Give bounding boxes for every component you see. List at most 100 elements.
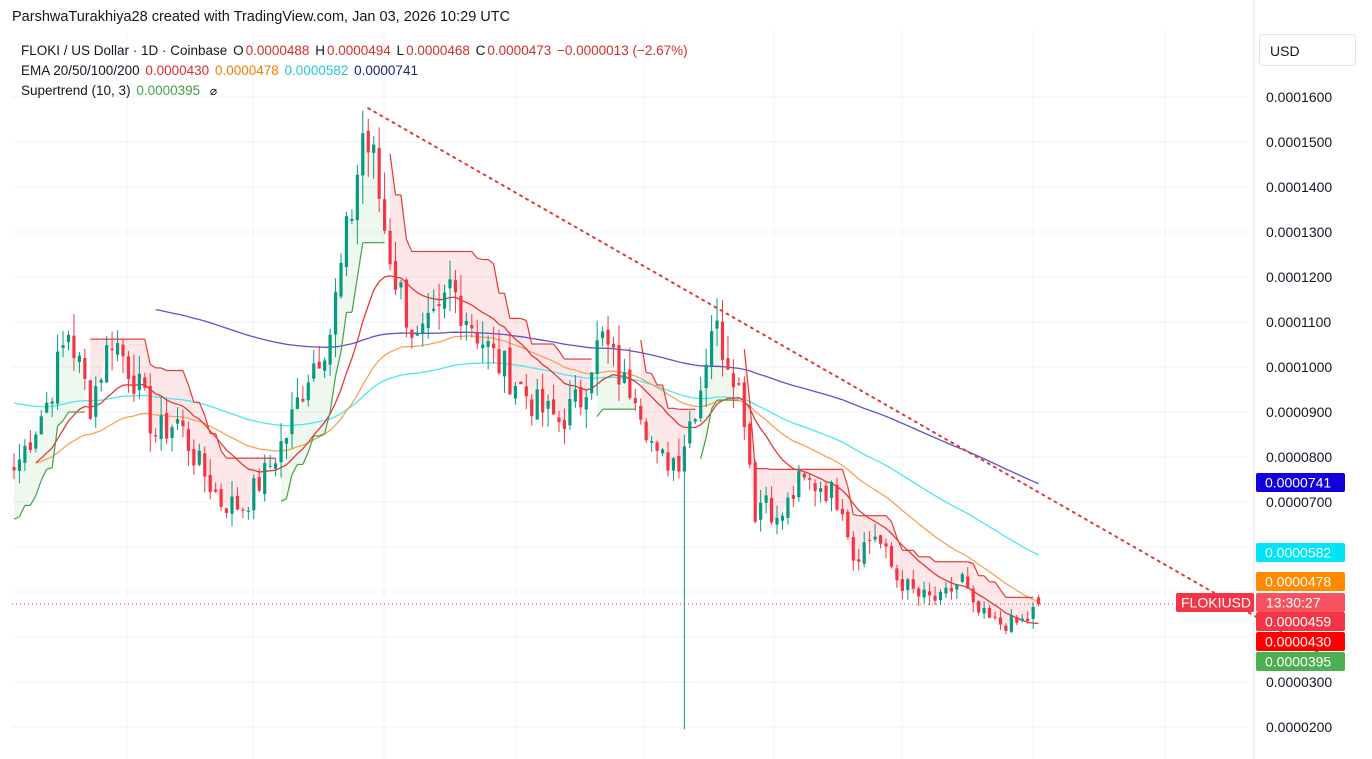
candle-body (94, 386, 98, 417)
price-label-text: 0.0000478 (1265, 574, 1331, 590)
supertrend-segment (651, 373, 658, 386)
supertrend-segment (972, 563, 980, 576)
candle-body (372, 144, 376, 153)
candle-body (960, 574, 964, 582)
supertrend-fill (722, 359, 728, 401)
candle-body (83, 357, 87, 379)
chart-credit: ParshwaTurakhiya28 created with TradingV… (12, 9, 511, 25)
supertrend-segment (525, 320, 533, 345)
supertrend-segment (705, 408, 713, 438)
candle-body (579, 386, 583, 408)
candle-body (126, 356, 131, 380)
symbol-title[interactable]: FLOKI / US Dollar · 1D · Coinbase (21, 43, 228, 58)
currency-selector[interactable]: USD (1259, 34, 1356, 66)
supertrend-fill (564, 359, 570, 429)
candle-body (791, 494, 795, 499)
candle-body (666, 452, 670, 471)
supertrend-segment (999, 589, 1007, 598)
candle-body (1004, 625, 1008, 631)
candle-body (350, 219, 354, 221)
eye-off-icon[interactable]: ⌀ (209, 84, 218, 98)
supertrend-segment (351, 277, 358, 313)
candle-body (759, 502, 763, 520)
supertrend-segment (215, 433, 222, 452)
supertrend-fill (1027, 597, 1034, 621)
ohlc-low-label: L (396, 43, 405, 58)
supertrend-segment (558, 350, 565, 360)
candle-body (426, 312, 430, 329)
candle-body (366, 130, 370, 153)
candle-body (982, 607, 986, 614)
supertrend-fill (95, 339, 102, 387)
candle-body (486, 341, 490, 347)
candle-body (862, 542, 866, 564)
candle-body (557, 417, 561, 423)
supertrend-segment (841, 469, 849, 487)
candle-body (808, 478, 812, 480)
candlestick-series (12, 110, 1041, 730)
y-tick-label: 0.0001000 (1266, 359, 1332, 375)
candle-body (361, 133, 365, 176)
candle-body (45, 402, 49, 413)
ema50-value: 0.0000478 (214, 63, 279, 78)
candle-body (115, 343, 120, 355)
supertrend-fill (864, 515, 870, 543)
candle-body (252, 478, 256, 511)
supertrend-fill (482, 259, 489, 345)
candle-body (590, 372, 594, 394)
ohlc-close-label: C (475, 43, 486, 58)
candle-body (829, 481, 834, 499)
candle-body (693, 419, 697, 422)
candle-body (802, 473, 806, 478)
candle-body (1031, 606, 1035, 620)
candle-body (333, 292, 338, 335)
candle-body (235, 495, 240, 510)
symbol-tag-text: FLOKIUSD (1181, 595, 1251, 611)
supertrend-segment (994, 581, 1001, 591)
candle-body (780, 515, 785, 521)
candle-body (208, 474, 212, 493)
candle-body (88, 380, 92, 419)
candle-body (137, 373, 141, 391)
supertrend-segment (51, 426, 59, 468)
candle-body (775, 517, 779, 525)
candle-body (524, 386, 528, 397)
candle-body (186, 429, 190, 451)
candle-body (617, 345, 621, 385)
candle-body (464, 320, 468, 326)
candle-body (699, 390, 703, 419)
candle-body (551, 399, 556, 415)
supertrend-fill (929, 556, 936, 601)
candle-body (878, 535, 883, 544)
ema-row[interactable]: EMA 20/50/100/200 0.0000430 0.0000478 0.… (21, 61, 690, 81)
supertrend-segment (885, 515, 892, 522)
supertrend-fill (319, 360, 325, 436)
supertrend-fill (531, 343, 538, 417)
ohlc-open-value: 0.0000488 (245, 43, 310, 58)
price-label-text: 0.0000582 (1265, 545, 1331, 561)
supertrend-fill (869, 515, 876, 541)
candle-body (1020, 618, 1024, 621)
candle-body (606, 329, 610, 345)
candle-body (944, 587, 948, 594)
candle-body (66, 334, 71, 343)
candle-body (317, 361, 321, 369)
supertrend-segment (182, 370, 189, 386)
candle-body (851, 537, 855, 561)
supertrend-row[interactable]: Supertrend (10, 3) 0.0000395 ⌀ (21, 81, 690, 101)
y-tick-label: 0.0001100 (1266, 314, 1331, 330)
candle-body (601, 331, 605, 338)
candle-body (938, 591, 943, 601)
candle-body (840, 509, 844, 515)
candle-body (541, 388, 545, 413)
supertrend-segment (334, 351, 342, 377)
supertrend-fill (297, 397, 303, 465)
supertrend-fill (782, 469, 788, 516)
candle-body (911, 579, 915, 589)
candle-body (797, 471, 801, 498)
candle-body (628, 369, 632, 398)
supertrend-segment (40, 468, 48, 481)
supertrend-segment (890, 521, 898, 538)
supertrend-fill (313, 363, 320, 436)
